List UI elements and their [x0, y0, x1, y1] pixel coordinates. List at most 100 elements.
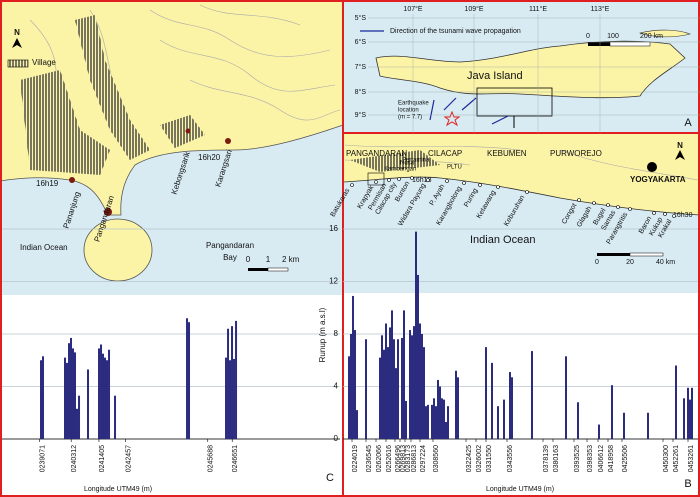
bar	[380, 335, 383, 439]
beach-marker	[426, 178, 430, 182]
region-label: KEBUMEN	[487, 149, 527, 158]
bar	[425, 406, 428, 439]
beach-marker	[525, 190, 529, 194]
legend-label: Village	[32, 58, 56, 67]
scale-label: 0	[246, 255, 251, 264]
bar	[622, 412, 625, 439]
lat-label: 6°S	[355, 38, 367, 46]
beach-marker	[350, 183, 354, 187]
bar	[106, 360, 109, 439]
place-label: Indian Ocean	[470, 234, 535, 246]
bar	[433, 398, 436, 439]
place-label: 16h18	[412, 177, 432, 184]
place-label: 16h20	[198, 153, 221, 162]
bar	[691, 387, 694, 439]
x-axis-label: Longitude UTM49 (m)	[84, 486, 152, 493]
x-tick-label: 0453261	[688, 445, 695, 472]
beach-marker	[663, 212, 667, 216]
x-tick-label: 0425506	[622, 445, 629, 472]
bar	[439, 386, 442, 439]
x-tick-label: 0239071	[40, 445, 47, 472]
bar	[485, 347, 488, 439]
bar	[355, 410, 358, 439]
legend-swatch	[7, 59, 29, 68]
bar	[74, 352, 77, 439]
y-tick-label: 12	[329, 277, 338, 286]
region-label: CILACAP	[428, 149, 462, 158]
x-tick-label: 0262066	[376, 445, 383, 472]
x-tick-label: 0308560	[433, 445, 440, 472]
beach-marker	[616, 205, 620, 209]
bar	[235, 320, 238, 439]
bar	[426, 404, 429, 439]
panel-letter: C	[326, 472, 334, 484]
x-tick-label: 0380163	[553, 445, 560, 472]
bar	[41, 356, 44, 439]
x-tick-label: 0286813	[411, 445, 418, 472]
bar	[383, 349, 386, 439]
scale-label: 0	[586, 33, 590, 40]
beach-marker	[652, 211, 656, 215]
bar	[76, 408, 79, 439]
scale-label: 2 km	[282, 255, 300, 264]
bar	[231, 326, 234, 439]
region-label: PANGANDARAN	[346, 149, 407, 158]
bar	[443, 399, 446, 439]
epicenter-label: location	[398, 108, 419, 114]
bar	[98, 348, 101, 439]
beach-marker	[445, 179, 449, 183]
bar	[576, 402, 579, 439]
village-area	[75, 15, 150, 160]
bar	[404, 400, 407, 439]
bar	[104, 357, 107, 439]
region-label: PURWOREJO	[550, 149, 602, 158]
x-axis-label: Longitude UTM49 (m)	[486, 486, 554, 493]
bar	[388, 327, 391, 439]
bar	[402, 310, 405, 439]
y-tick-label: 4	[334, 382, 339, 391]
bar	[412, 326, 415, 439]
x-tick-label: 0393525	[574, 445, 581, 472]
x-tick-label: 0450300	[663, 445, 670, 472]
bar	[565, 356, 568, 439]
beach-marker	[374, 180, 378, 184]
beach-marker	[577, 198, 581, 202]
bar	[682, 398, 685, 439]
scale-bar	[267, 267, 289, 272]
bar	[233, 358, 236, 439]
bar	[687, 387, 689, 439]
bar	[387, 347, 390, 439]
bar	[225, 357, 228, 439]
beach-marker	[397, 177, 401, 181]
lat-label: 7°S	[355, 63, 367, 71]
bar	[188, 322, 191, 439]
land	[342, 132, 700, 216]
inset-box	[367, 172, 385, 186]
x-tick-label: 0378139	[543, 445, 550, 472]
place-label: Pertamina	[402, 158, 430, 164]
scale-label: 20	[626, 259, 634, 266]
x-tick-label: 0252616	[386, 445, 393, 472]
bar	[646, 412, 649, 439]
lon-label: 107°E	[403, 5, 422, 13]
java	[375, 40, 686, 99]
beach-marker	[410, 176, 414, 180]
island-label: Java Island	[467, 70, 523, 82]
x-tick-label: 0326002	[476, 445, 483, 472]
x-tick-label: 0242457	[126, 445, 133, 472]
panel-letter: A	[684, 117, 692, 129]
bar	[491, 362, 493, 439]
lon-label: 111°E	[529, 5, 547, 13]
bar	[108, 349, 111, 439]
bar	[394, 368, 397, 439]
x-tick-label: 0224019	[352, 445, 359, 472]
scale-label: 1	[266, 255, 271, 264]
wave-arrows	[360, 30, 509, 125]
bar	[411, 335, 414, 439]
bar	[435, 406, 437, 439]
scale-bar	[597, 253, 630, 256]
village-area	[20, 70, 110, 175]
bar	[87, 369, 90, 439]
x-tick-label: 0236545	[366, 445, 373, 472]
bar	[674, 365, 677, 439]
